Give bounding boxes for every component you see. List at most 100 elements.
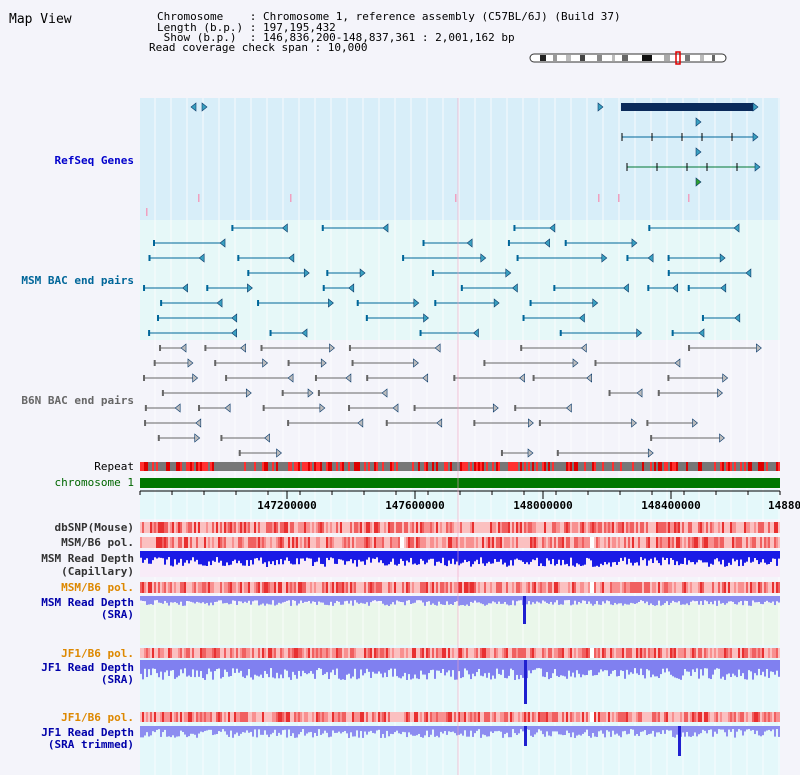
bac-end-marker[interactable] xyxy=(174,403,181,413)
bac-end-marker[interactable] xyxy=(466,238,473,248)
bac-end-marker[interactable] xyxy=(492,403,499,413)
bac-end-marker[interactable] xyxy=(434,343,441,353)
bac-end-marker[interactable] xyxy=(719,253,726,263)
bac-end-marker[interactable] xyxy=(264,433,270,443)
bac-end-marker[interactable] xyxy=(672,283,679,293)
bac-end-marker[interactable] xyxy=(505,268,512,278)
bac-end-marker[interactable] xyxy=(579,313,585,323)
bac-end-marker[interactable] xyxy=(276,448,282,458)
bac-end-marker[interactable] xyxy=(240,343,246,353)
bac-end-marker[interactable] xyxy=(288,253,295,263)
bac-end-marker[interactable] xyxy=(247,283,253,293)
bac-end-marker[interactable] xyxy=(187,358,194,368)
b6n-bac-label[interactable]: B6N BAC end pairs xyxy=(21,394,134,407)
bac-end-marker[interactable] xyxy=(745,268,752,278)
bac-end-marker[interactable] xyxy=(422,373,429,383)
bac-end-marker[interactable] xyxy=(436,418,443,428)
bac-end-marker[interactable] xyxy=(480,253,487,263)
bac-end-marker[interactable] xyxy=(231,313,238,323)
b6n-bac-pairs-track[interactable] xyxy=(143,343,762,458)
bac-end-marker[interactable] xyxy=(631,418,637,428)
bac-end-marker[interactable] xyxy=(647,253,654,263)
bac-end-marker[interactable] xyxy=(733,223,740,233)
bac-end-marker[interactable] xyxy=(301,328,308,338)
bac-end-marker[interactable] xyxy=(224,403,231,413)
gene-arrow-right[interactable] xyxy=(752,132,759,142)
bac-end-marker[interactable] xyxy=(601,253,608,263)
bac-end-marker[interactable] xyxy=(636,328,643,338)
bac-end-marker[interactable] xyxy=(287,373,294,383)
bac-end-marker[interactable] xyxy=(348,283,355,293)
bac-end-marker[interactable] xyxy=(329,343,335,353)
bac-end-marker[interactable] xyxy=(303,268,310,278)
bac-end-marker[interactable] xyxy=(549,223,556,233)
bac-end-marker[interactable] xyxy=(281,223,288,233)
refseq-label[interactable]: RefSeq Genes xyxy=(55,154,134,167)
bac-end-marker[interactable] xyxy=(647,448,654,458)
bac-end-marker[interactable] xyxy=(423,313,430,323)
gene-arrow-right[interactable] xyxy=(597,102,604,112)
bac-end-marker[interactable] xyxy=(198,253,205,263)
bac-end-marker[interactable] xyxy=(216,298,223,308)
bac-end-marker[interactable] xyxy=(245,388,252,398)
bac-end-marker[interactable] xyxy=(720,283,727,293)
bac-end-marker[interactable] xyxy=(392,403,399,413)
bac-end-marker[interactable] xyxy=(511,283,518,293)
bac-end-marker[interactable] xyxy=(586,373,593,383)
bac-end-marker[interactable] xyxy=(572,358,579,368)
bac-end-marker[interactable] xyxy=(219,238,226,248)
bac-end-marker[interactable] xyxy=(231,328,237,338)
bac-end-marker[interactable] xyxy=(623,283,629,293)
bac-end-marker[interactable] xyxy=(195,418,202,428)
msm-bac-label[interactable]: MSM BAC end pairs xyxy=(21,274,134,287)
bac-end-marker[interactable] xyxy=(528,418,534,428)
bac-end-marker[interactable] xyxy=(544,238,550,248)
gene-arrow-right[interactable] xyxy=(695,117,702,127)
gene-arrow-right[interactable] xyxy=(201,102,208,112)
bac-end-marker[interactable] xyxy=(473,328,479,338)
bac-end-marker[interactable] xyxy=(519,373,525,383)
msm-bac-pairs-track[interactable] xyxy=(143,223,752,338)
bac-end-marker[interactable] xyxy=(319,403,326,413)
bac-end-marker[interactable] xyxy=(674,358,681,368)
bac-end-marker[interactable] xyxy=(493,298,500,308)
bac-end-marker[interactable] xyxy=(320,358,327,368)
bac-end-marker[interactable] xyxy=(580,343,587,353)
bac-end-marker[interactable] xyxy=(413,358,419,368)
bac-end-marker[interactable] xyxy=(345,373,352,383)
bac-end-marker[interactable] xyxy=(382,223,389,233)
bac-end-marker[interactable] xyxy=(262,358,269,368)
bac-end-marker[interactable] xyxy=(719,433,725,443)
bac-end-marker[interactable] xyxy=(328,298,334,308)
bac-end-marker[interactable] xyxy=(717,388,724,398)
bac-end-marker[interactable] xyxy=(636,388,643,398)
refseq-genes-track[interactable] xyxy=(146,102,761,216)
bac-end-marker[interactable] xyxy=(631,238,638,248)
bac-end-marker[interactable] xyxy=(722,373,729,383)
bac-end-marker[interactable] xyxy=(413,298,420,308)
chromosome-ideogram[interactable] xyxy=(529,51,727,65)
bac-end-marker[interactable] xyxy=(734,313,741,323)
bac-end-marker[interactable] xyxy=(756,343,762,353)
bac-end-marker[interactable] xyxy=(307,388,314,398)
bac-end-marker[interactable] xyxy=(692,418,698,428)
gene-arrow-right[interactable] xyxy=(695,147,702,157)
gene-feature-large[interactable] xyxy=(621,103,753,111)
bac-end-marker[interactable] xyxy=(357,418,364,428)
bac-end-marker[interactable] xyxy=(565,403,572,413)
gene-arrow-right[interactable] xyxy=(695,177,702,187)
gene-arrow-left[interactable] xyxy=(190,102,197,112)
bac-end-marker[interactable] xyxy=(359,268,366,278)
bac-end-marker[interactable] xyxy=(592,298,599,308)
bac-end-marker[interactable] xyxy=(180,343,187,353)
bac-end-marker[interactable] xyxy=(182,283,188,293)
bac-end-marker[interactable] xyxy=(381,388,388,398)
axis-tick-label-0: 147200000 xyxy=(257,499,317,512)
bac-end-marker[interactable] xyxy=(698,328,705,338)
msm-depth-sra-track xyxy=(140,596,780,624)
bac-end-marker[interactable] xyxy=(192,373,199,383)
bac-end-marker[interactable] xyxy=(527,448,534,458)
gene-arrow-right[interactable] xyxy=(752,102,759,112)
bac-end-marker[interactable] xyxy=(194,433,201,443)
gene-arrow-right[interactable] xyxy=(754,162,761,172)
